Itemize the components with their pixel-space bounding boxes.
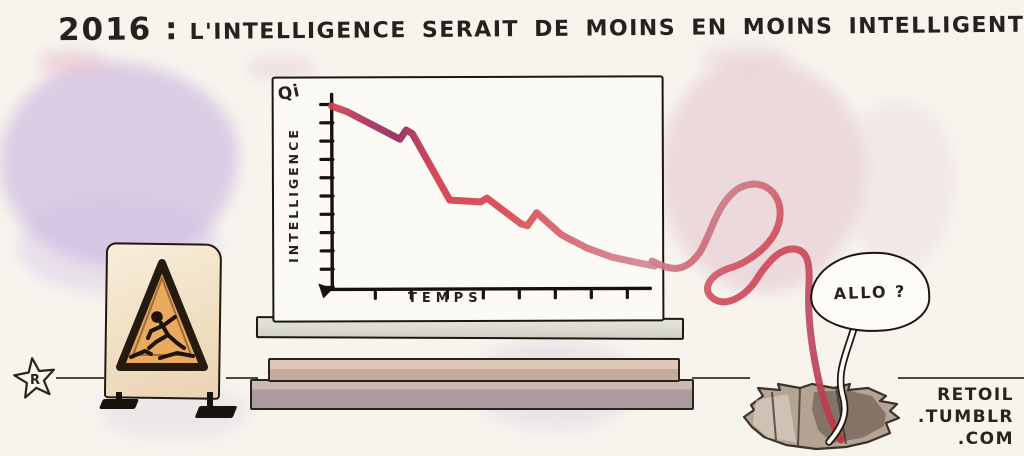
wash-purple-left: [0, 62, 238, 267]
iq-line-series: [328, 102, 659, 270]
ground-line-segment: [56, 377, 104, 379]
artist-star-logo: R: [13, 357, 56, 399]
wash-pink-right: [660, 58, 865, 293]
x-axis-label: TEMPS: [408, 291, 483, 306]
ground-line-segment: [692, 377, 750, 379]
iq-decline-chart: [318, 92, 659, 300]
stage-step-upper: [268, 358, 680, 382]
sign-leg: [207, 392, 213, 407]
hole-torn-paper: [742, 382, 901, 451]
star-outline: [13, 357, 56, 399]
warning-triangle: [116, 259, 208, 371]
caption-text: L'INTELLIGENCE SERAIT DE MOINS EN MOINS …: [189, 12, 1024, 45]
hole-creases: [771, 386, 847, 447]
stage-step-lower: [250, 379, 694, 410]
logo-letter: R: [30, 373, 40, 388]
signature-line: .TUMBLR: [917, 407, 1014, 427]
wash-pink-right-fade: [845, 100, 955, 270]
hole-highlight: [753, 394, 796, 442]
tail-fill: [827, 326, 856, 444]
signature-line: RETOIL: [937, 385, 1014, 405]
chart-axes: [329, 92, 653, 292]
signature-line: .COM: [957, 429, 1014, 449]
y-axis-label: INTELLIGENCE: [286, 127, 301, 263]
speech-bubble-text: ALLO ?: [833, 281, 907, 303]
hole-shadow: [812, 390, 886, 443]
falling-person-icon: [129, 311, 195, 360]
sign-leg: [116, 392, 122, 401]
caption-year: 2016 :: [57, 11, 180, 49]
ground-line-segment: [898, 377, 1024, 379]
caption: 2016 : L'INTELLIGENCE SERAIT DE MOINS EN …: [57, 4, 1024, 49]
wash-pink-caption: [700, 44, 790, 72]
axis-ticks: [319, 102, 629, 300]
signature: RETOIL .TUMBLR .COM: [918, 384, 1014, 450]
sign-foot: [194, 406, 238, 418]
wash-pink-topleft: [38, 50, 104, 76]
ground-line-segment: [226, 377, 258, 379]
whiteboard: [271, 75, 665, 323]
tail-outline: [825, 324, 858, 446]
